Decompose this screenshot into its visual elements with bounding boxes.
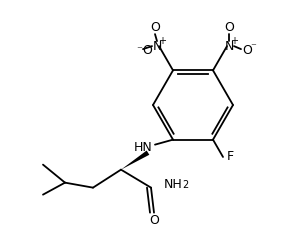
Text: O: O (242, 44, 252, 57)
Polygon shape (121, 150, 149, 170)
Text: N: N (152, 40, 162, 53)
Text: O: O (149, 214, 159, 227)
Text: O: O (224, 21, 234, 34)
Text: HN: HN (134, 141, 152, 154)
Text: O: O (142, 44, 152, 57)
Text: +: + (230, 36, 238, 46)
Text: +: + (158, 36, 166, 46)
Text: 2: 2 (182, 180, 188, 190)
Text: N: N (224, 40, 234, 53)
Text: ⁻: ⁻ (136, 45, 142, 55)
Text: ⁻: ⁻ (250, 42, 256, 52)
Text: O: O (150, 21, 160, 34)
Text: F: F (226, 150, 234, 164)
Text: NH: NH (164, 178, 182, 191)
